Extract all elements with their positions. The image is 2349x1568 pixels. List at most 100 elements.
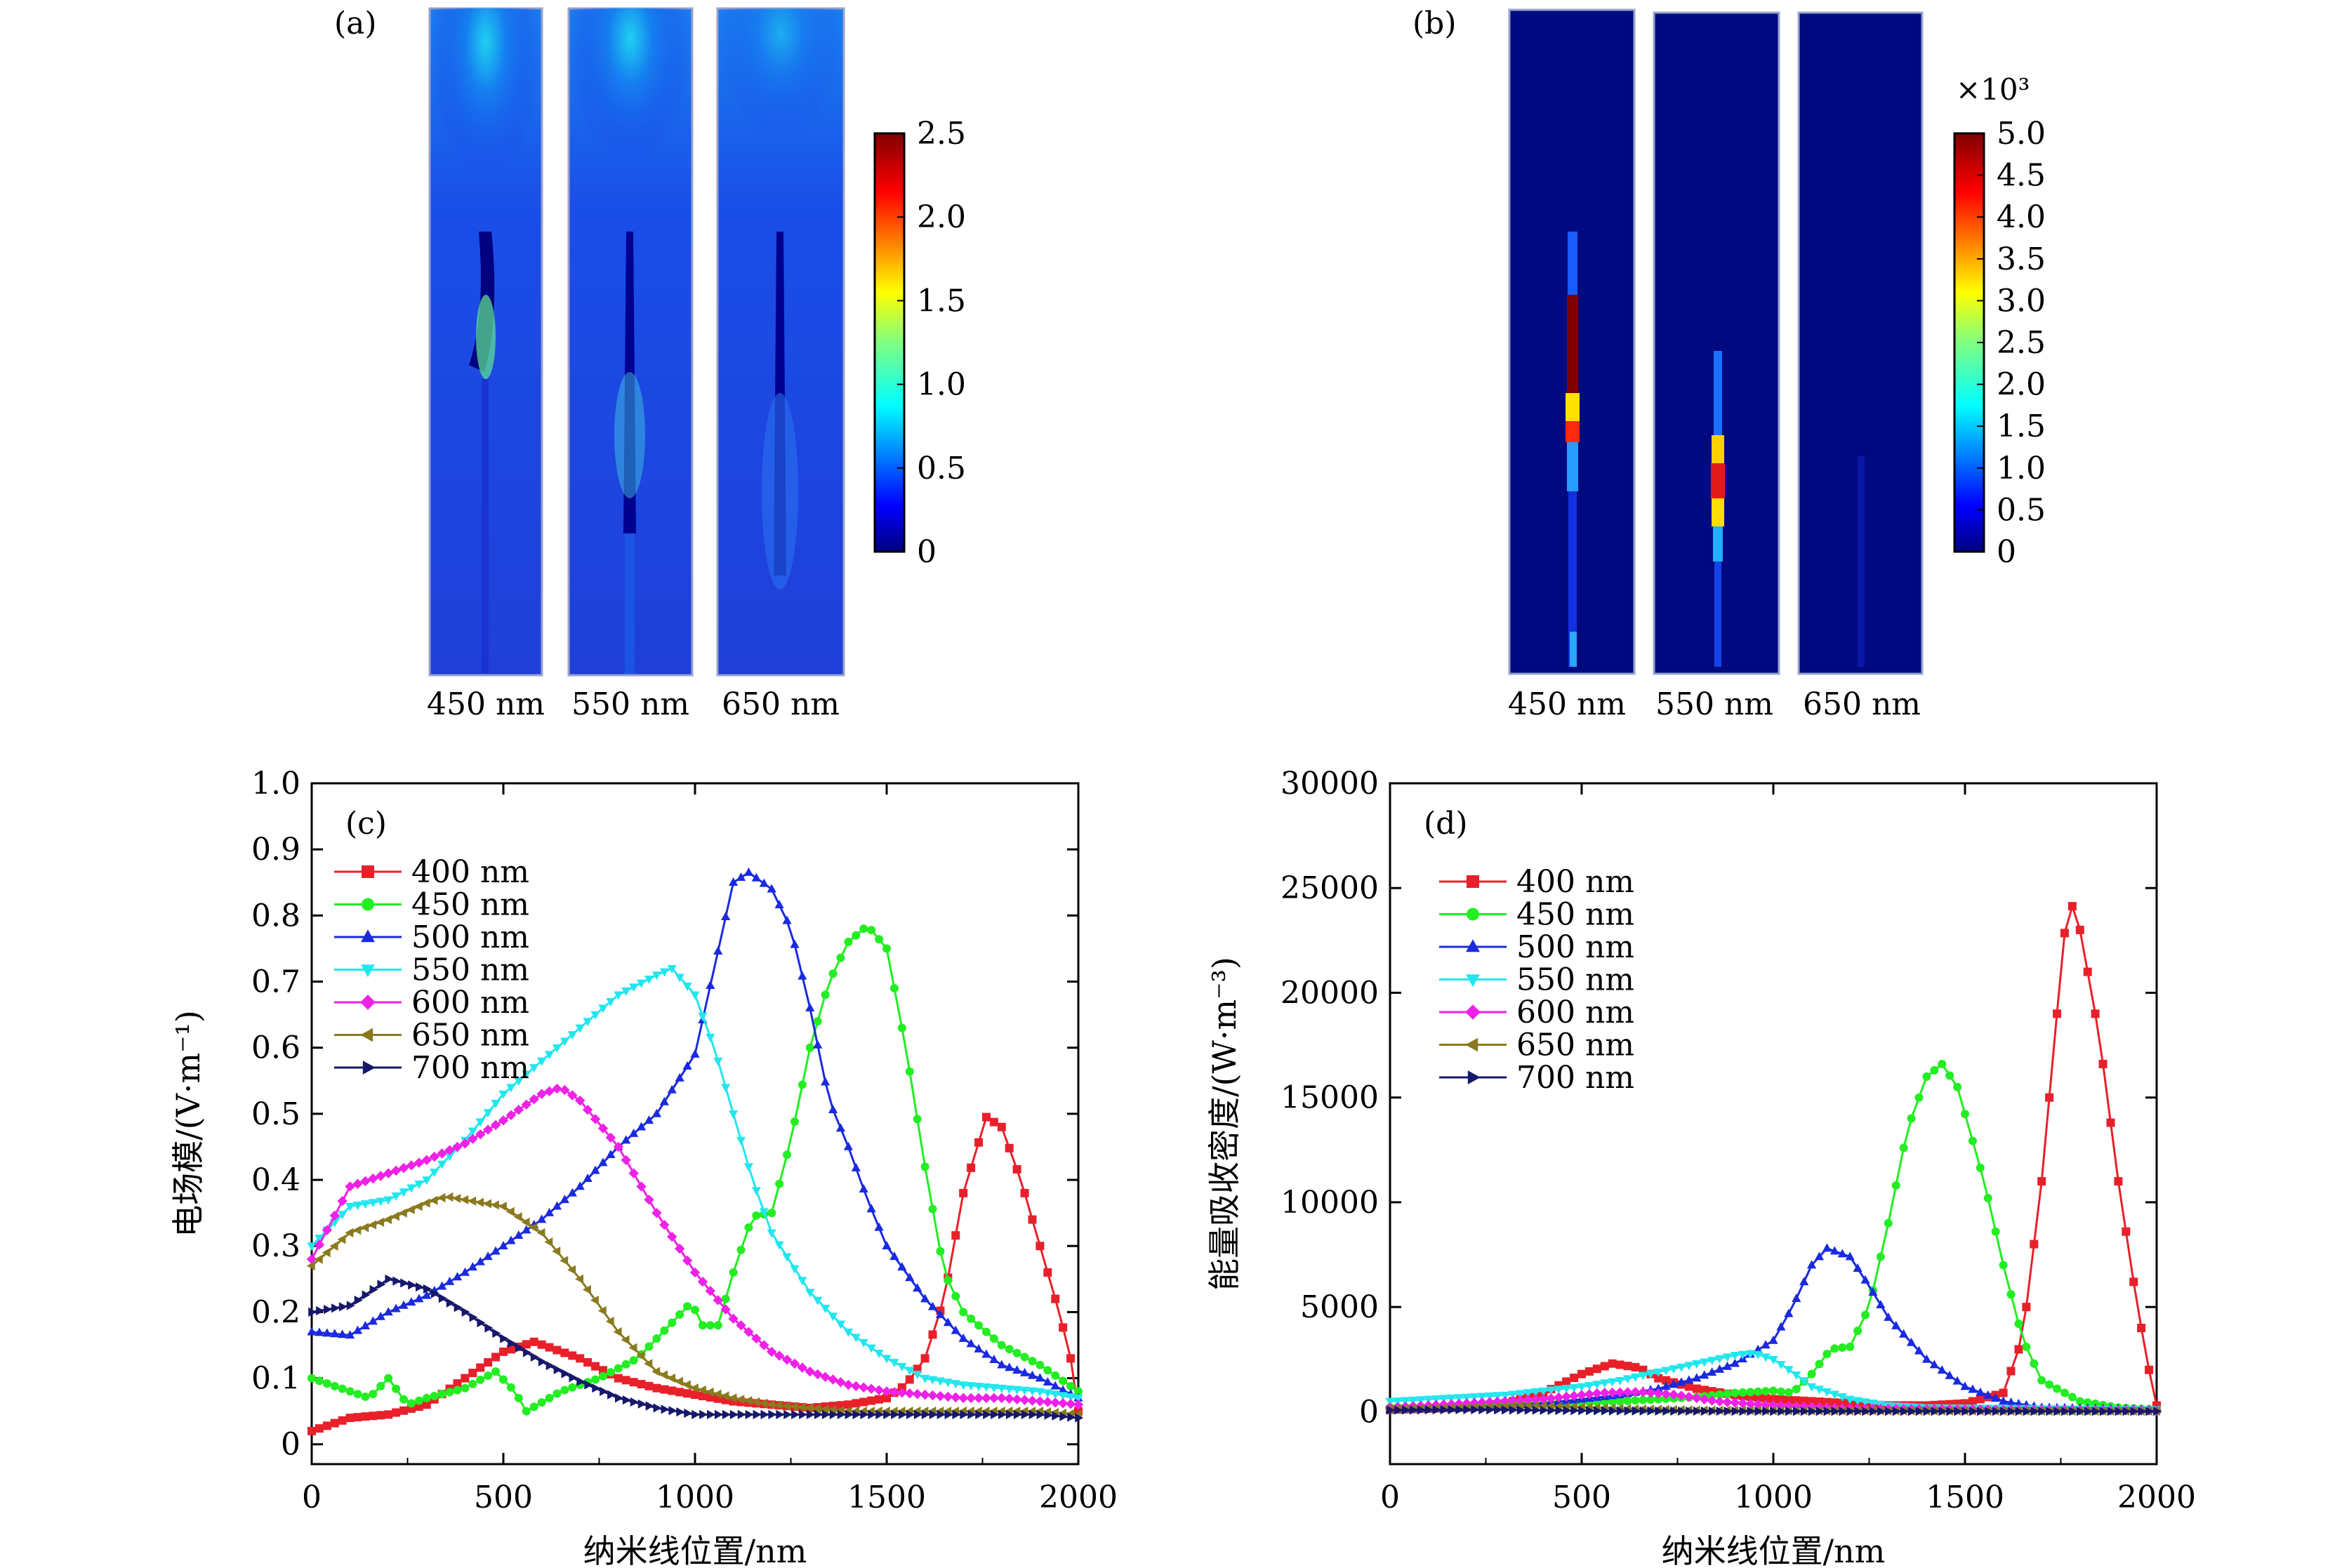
data-point [1914,1346,1924,1355]
data-point [506,1345,515,1354]
data-point [338,1416,347,1425]
data-point [682,1061,692,1070]
data-point [398,1208,407,1218]
data-point [920,1294,930,1303]
data-point [598,1366,607,1375]
data-point [659,1370,668,1380]
data-point [1057,1398,1068,1409]
series-line [310,1087,1079,1406]
data-point [477,1317,486,1328]
data-point [345,1228,354,1237]
colorbar-tick-label: 2.0 [917,199,966,235]
data-point [1577,1369,1586,1378]
data-point [1438,1395,1449,1404]
data-point [369,1284,378,1294]
data-point [345,1387,355,1396]
data-point [1476,1397,1488,1408]
data-point [383,1168,394,1178]
data-point [1653,1383,1663,1393]
data-point [422,1176,432,1185]
data-point [835,1320,846,1329]
data-point [1502,1405,1510,1415]
absorption-map-b-550 [1653,11,1780,675]
y-axis-ticks: 0 0.1 0.2 0.3 0.4 0.5 0.6 0.7 0.8 0.9 1.0 [251,766,1078,1463]
data-point [383,1307,393,1316]
data-point [2107,1407,2116,1416]
data-point [2098,1059,2108,1068]
data-point [998,1409,1007,1419]
data-point [529,1094,539,1105]
data-point [476,1363,485,1372]
data-point [2091,1009,2100,1018]
data-point [659,968,669,977]
data-point [621,987,631,996]
data-point [1570,1374,1579,1383]
data-point [828,969,838,978]
legend-label: 400 nm [1516,864,1634,900]
data-point [651,1207,662,1218]
data-point [2145,1407,2155,1416]
data-point [1073,1395,1083,1404]
data-point [636,979,647,988]
data-point [988,1393,1000,1404]
data-point [475,1197,484,1207]
data-point [567,1265,576,1275]
data-point [782,915,792,924]
data-point [1561,1385,1571,1394]
x-tick-label: 1000 [656,1480,734,1515]
data-point [1432,1405,1441,1415]
data-point [468,1127,477,1136]
data-point [545,1361,555,1371]
y-tick-label: 0.5 [251,1096,300,1132]
data-point [1822,1350,1832,1359]
data-point [789,1402,798,1411]
data-point [981,1327,991,1336]
data-point [1792,1385,1801,1394]
data-point [560,1037,569,1047]
data-point [790,939,800,948]
data-point [437,1281,447,1290]
data-point [1900,1407,1909,1416]
data-point [2015,1407,2024,1416]
colorbar-tick-label: 3.5 [1997,241,2046,277]
data-point [1822,1397,1832,1407]
y-tick-label: 0.1 [251,1361,300,1397]
data-point [935,1390,946,1402]
data-point [743,1395,753,1406]
legend-label: 650 nm [411,1018,529,1054]
data-point [1563,1405,1572,1416]
data-point [345,1414,355,1423]
data-point [829,1409,838,1419]
data-point [828,1374,838,1385]
data-point [1043,1366,1052,1375]
data-point [2083,1398,2092,1407]
data-point [637,1399,647,1409]
data-point [866,1383,877,1394]
data-point [576,1376,585,1386]
data-point [1800,1407,1809,1416]
data-point [866,1204,876,1213]
data-point [605,1132,616,1143]
data-point [1808,1407,1817,1416]
data-point [675,1388,684,1397]
data-point [399,1406,409,1415]
data-point [498,1090,508,1099]
data-point [774,1400,783,1410]
data-point [1594,1406,1603,1416]
data-point [1462,1393,1471,1402]
x-tick-label: 1500 [847,1480,926,1515]
data-point [536,1089,547,1099]
data-point [2037,1376,2046,1385]
data-point [683,1389,692,1398]
data-point [345,1330,355,1339]
data-point [1424,1405,1434,1415]
data-point [798,1277,807,1286]
data-point [753,1409,762,1419]
data-point [1708,1406,1717,1416]
series-700-nm: 700 nm [1387,1060,2162,1416]
panel-b-label: (b) [1412,6,1457,41]
legend-label: 400 nm [411,854,529,890]
panel-label: (d) [1424,806,1468,842]
data-point [621,1335,630,1345]
